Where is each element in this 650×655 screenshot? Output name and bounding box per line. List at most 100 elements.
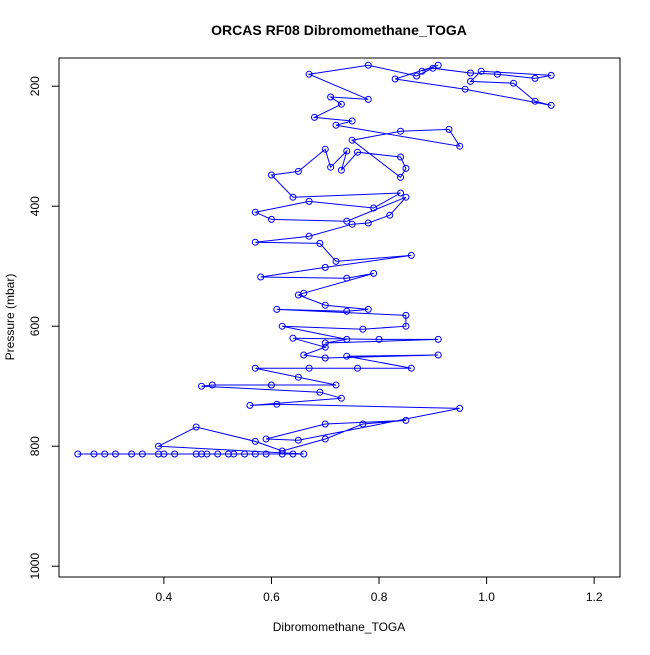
data-point	[321, 435, 329, 443]
data-point	[348, 136, 356, 144]
data-point	[300, 450, 308, 458]
data-point	[364, 95, 372, 103]
data-point	[251, 364, 259, 372]
data-point	[337, 166, 345, 174]
x-tick-label: 0.8	[371, 590, 388, 604]
data-point	[128, 450, 136, 458]
data-point	[343, 352, 351, 360]
data-point	[321, 263, 329, 271]
y-tick-label: 600	[28, 316, 42, 336]
data-point	[310, 113, 318, 121]
data-point	[386, 211, 394, 219]
data-point	[101, 450, 109, 458]
data-point	[375, 335, 383, 343]
data-point	[294, 373, 302, 381]
data-point	[456, 404, 464, 412]
data-point	[354, 148, 362, 156]
data-point	[337, 100, 345, 108]
data-point	[305, 70, 313, 78]
data-point	[343, 147, 351, 155]
data-point	[305, 197, 313, 205]
data-point	[316, 388, 324, 396]
data-point	[402, 416, 410, 424]
data-point	[493, 70, 501, 78]
data-point	[402, 311, 410, 319]
data-point	[214, 450, 222, 458]
data-point	[531, 97, 539, 105]
data-point	[273, 305, 281, 313]
data-point	[224, 450, 232, 458]
data-point	[278, 450, 286, 458]
data-point	[251, 238, 259, 246]
data-point	[461, 85, 469, 93]
data-point	[289, 450, 297, 458]
data-point	[267, 171, 275, 179]
y-tick-label: 800	[28, 436, 42, 456]
data-point	[402, 164, 410, 172]
data-point	[257, 273, 265, 281]
data-point	[434, 61, 442, 69]
data-point	[397, 127, 405, 135]
data-point	[111, 450, 119, 458]
data-point	[364, 305, 372, 313]
y-tick-label: 1000	[28, 553, 42, 580]
y-tick-label: 200	[28, 76, 42, 96]
data-point	[321, 339, 329, 347]
data-point	[359, 325, 367, 333]
data-point	[251, 450, 259, 458]
data-point	[397, 153, 405, 161]
data-point	[192, 423, 200, 431]
data-point	[343, 274, 351, 282]
data-point	[397, 189, 405, 197]
data-point	[343, 307, 351, 315]
data-point	[321, 420, 329, 428]
data-point	[155, 442, 163, 450]
data-point	[332, 121, 340, 129]
data-point	[171, 450, 179, 458]
data-point	[477, 67, 485, 75]
data-point	[364, 61, 372, 69]
x-axis-label: Dibromomethane_TOGA	[273, 620, 406, 634]
data-point	[278, 447, 286, 455]
data-point	[466, 77, 474, 85]
data-point	[445, 125, 453, 133]
data-point	[267, 381, 275, 389]
data-point	[192, 450, 200, 458]
data-point	[251, 208, 259, 216]
data-point	[359, 420, 367, 428]
data-point	[413, 72, 421, 80]
data-point	[348, 220, 356, 228]
data-point	[391, 75, 399, 83]
data-point	[531, 74, 539, 82]
data-point	[300, 289, 308, 297]
data-point	[273, 400, 281, 408]
data-point	[289, 193, 297, 201]
data-point	[90, 450, 98, 458]
x-tick-label: 1.2	[586, 590, 603, 604]
data-point	[402, 193, 410, 201]
data-point	[397, 173, 405, 181]
data-point	[160, 450, 168, 458]
data-point	[332, 257, 340, 265]
data-point	[305, 364, 313, 372]
data-point	[262, 450, 270, 458]
data-point	[407, 364, 415, 372]
chart-title: ORCAS RF08 Dibromomethane_TOGA	[211, 22, 467, 38]
x-tick-label: 0.6	[263, 590, 280, 604]
data-point	[343, 335, 351, 343]
data-point	[429, 64, 437, 72]
data-point	[321, 354, 329, 362]
data-point	[289, 334, 297, 342]
data-point	[343, 217, 351, 225]
data-point	[155, 450, 163, 458]
data-point	[267, 215, 275, 223]
data-point	[246, 401, 254, 409]
data-point	[321, 145, 329, 153]
data-point	[74, 450, 82, 458]
data-point	[402, 322, 410, 330]
data-point	[198, 382, 206, 390]
data-point	[278, 322, 286, 330]
